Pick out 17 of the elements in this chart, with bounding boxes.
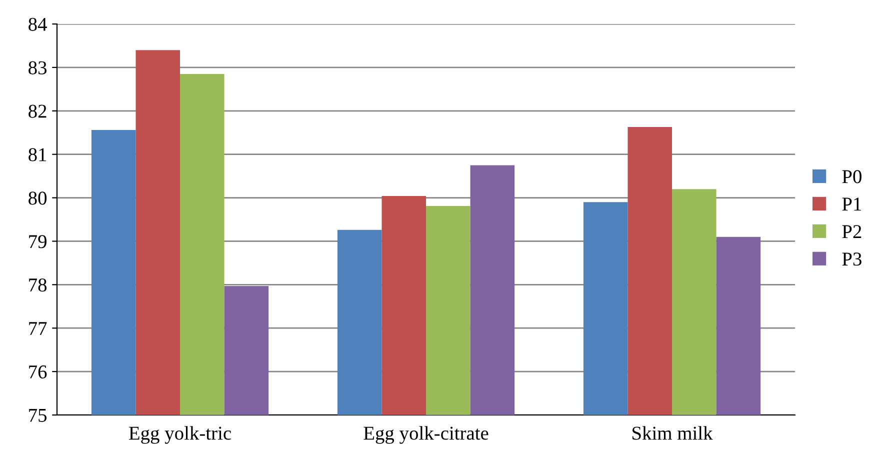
y-tick-label: 78 bbox=[29, 278, 47, 292]
y-tick-label: 83 bbox=[28, 61, 47, 74]
y-tick-label: 81 bbox=[28, 148, 46, 162]
x-tick-label: Skim milk bbox=[632, 426, 713, 440]
x-tick-label: Egg yolk-citrate bbox=[364, 426, 488, 444]
y-tick-label: 84 bbox=[28, 18, 47, 31]
legend-label: P1 bbox=[842, 198, 862, 210]
x-tick-label: Egg yolk-tric bbox=[128, 426, 231, 444]
y-tick-label: 79 bbox=[29, 235, 46, 248]
legend-label: P2 bbox=[842, 225, 862, 238]
legend-label: P3 bbox=[842, 252, 862, 266]
legend-label: P0 bbox=[842, 170, 862, 184]
y-tick-label: 77 bbox=[29, 322, 47, 335]
y-tick-label: 75 bbox=[29, 409, 47, 422]
y-tick-label: 76 bbox=[29, 365, 47, 378]
y-tick-label: 82 bbox=[28, 104, 46, 118]
y-tick-label: 80 bbox=[28, 192, 47, 205]
